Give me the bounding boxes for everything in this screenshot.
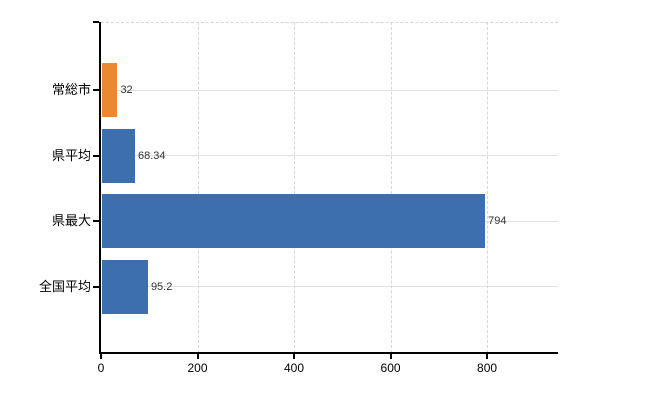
x-tick <box>486 354 489 359</box>
v-gridline <box>390 22 392 353</box>
v-gridline <box>197 22 199 353</box>
y-axis-top-tick <box>93 21 99 23</box>
x-tick-label: 0 <box>97 361 105 375</box>
bar-value-label: 794 <box>488 215 507 227</box>
x-tick-label: 200 <box>187 361 208 375</box>
bar-value-label: 32 <box>120 84 133 96</box>
bar <box>102 63 118 117</box>
x-tick <box>293 354 296 359</box>
bar-value-label: 95.2 <box>150 280 173 293</box>
y-tick <box>93 89 99 91</box>
y-tick <box>93 154 99 157</box>
x-axis-line <box>99 352 558 354</box>
category-label: 常総市 <box>51 82 91 97</box>
x-tick-label: 600 <box>380 361 401 375</box>
x-tick <box>196 354 199 359</box>
bar <box>102 259 148 314</box>
x-tick-label: 400 <box>284 361 305 375</box>
x-tick-label: 800 <box>477 361 498 375</box>
h-gridline <box>101 286 558 287</box>
bar-value-label: 68.34 <box>137 149 166 162</box>
v-gridline <box>487 22 489 353</box>
y-axis-line <box>99 22 101 353</box>
y-tick <box>93 220 99 222</box>
plot-top-border <box>101 22 558 23</box>
v-gridline <box>294 22 296 353</box>
x-tick <box>100 354 102 359</box>
bar <box>102 194 486 248</box>
bar <box>102 128 135 183</box>
category-label: 県平均 <box>51 147 91 163</box>
h-gridline <box>101 89 558 91</box>
category-label: 全国平均 <box>38 278 91 294</box>
y-tick <box>93 285 99 288</box>
x-tick <box>389 354 392 359</box>
category-label: 県最大 <box>51 213 91 228</box>
h-gridline <box>101 155 558 156</box>
